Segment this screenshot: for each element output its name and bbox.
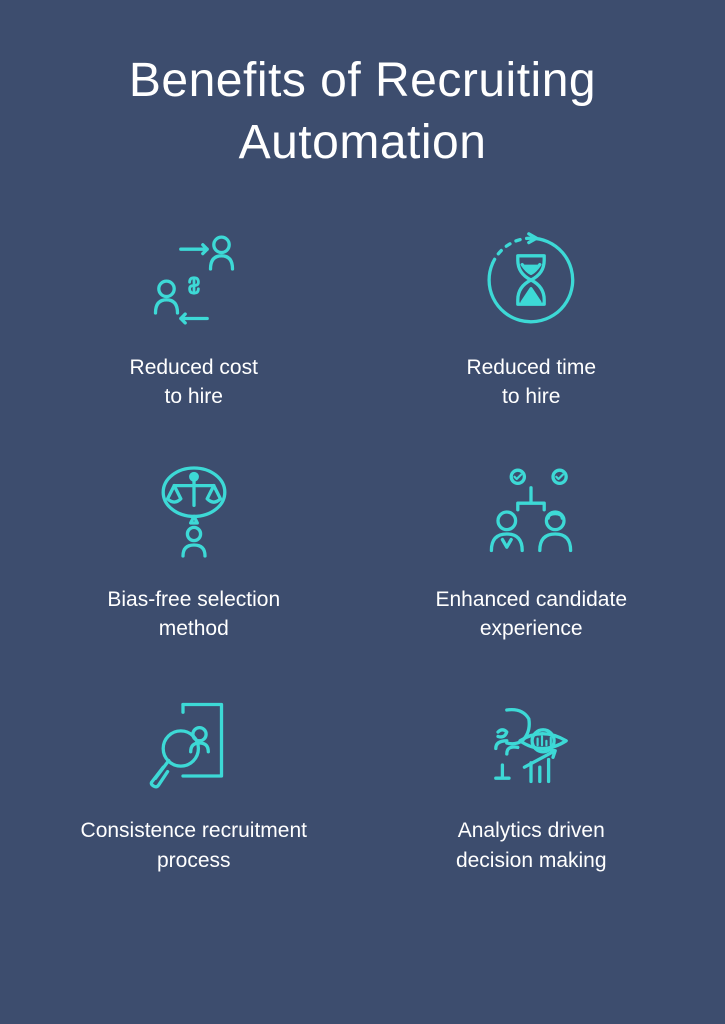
- benefit-label: Reduced time to hire: [466, 353, 596, 412]
- cost-exchange-icon: [139, 225, 249, 335]
- benefit-label: Reduced cost to hire: [130, 353, 258, 412]
- benefit-item: Reduced time to hire: [378, 225, 686, 412]
- benefit-item: Bias-free selection method: [40, 457, 348, 644]
- benefit-label: Consistence recruitment process: [81, 816, 307, 875]
- benefit-label: Analytics driven decision making: [456, 816, 607, 875]
- benefit-item: Consistence recruitment process: [40, 688, 348, 875]
- benefit-label: Enhanced candidate experience: [436, 585, 628, 644]
- balance-scale-icon: [139, 457, 249, 567]
- benefit-label: Bias-free selection method: [107, 585, 280, 644]
- infographic-title: Benefits of Recruiting Automation: [40, 50, 685, 175]
- document-search-icon: [139, 688, 249, 798]
- analytics-vision-icon: [476, 688, 586, 798]
- benefits-grid: Reduced cost to hire Reduced time to hir…: [40, 225, 685, 875]
- benefit-item: Enhanced candidate experience: [378, 457, 686, 644]
- benefit-item: Reduced cost to hire: [40, 225, 348, 412]
- benefit-item: Analytics driven decision making: [378, 688, 686, 875]
- hourglass-cycle-icon: [476, 225, 586, 335]
- candidates-check-icon: [476, 457, 586, 567]
